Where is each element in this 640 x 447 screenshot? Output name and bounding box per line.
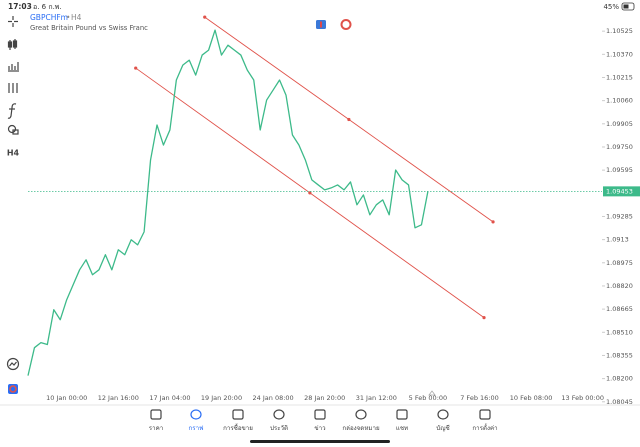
y-tick-label: 1.10525	[606, 27, 633, 35]
function-tool[interactable]	[7, 103, 17, 119]
y-tick-label: 1.08045	[606, 398, 633, 406]
y-tick-label: 1.10215	[606, 73, 633, 81]
nav-item[interactable]: บัญชี	[436, 409, 450, 432]
nav-icon	[190, 409, 202, 420]
bottom-left-tools	[6, 357, 20, 394]
y-tick-label: 1.08820	[606, 282, 633, 290]
battery-level	[623, 4, 629, 9]
y-tick-label: 1.10060	[606, 97, 633, 105]
chart-type-tool[interactable]	[7, 39, 18, 50]
trendline-anchor	[491, 220, 495, 224]
x-tick-label: 31 Jan 12:00	[356, 394, 397, 402]
y-tick-label: 1.08200	[606, 375, 633, 383]
nav-label: ประวัติ	[270, 425, 288, 432]
y-tick-label: 1.09750	[606, 143, 633, 151]
x-tick-label: 17 Jan 04:00	[149, 394, 190, 402]
x-tick-label: 10 Feb 08:00	[510, 394, 553, 402]
y-tick-label: 1.09285	[606, 212, 633, 220]
nav-item[interactable]: แชท	[396, 409, 408, 432]
battery-icon	[621, 2, 635, 11]
toolbar	[7, 16, 19, 135]
trade-button[interactable]	[340, 19, 352, 30]
settings-tool[interactable]	[8, 83, 18, 93]
nav-icon	[273, 409, 285, 420]
trendline-midpoint	[308, 191, 312, 195]
status-time: 17:03	[8, 2, 32, 11]
nav-item[interactable]: ราคา	[149, 409, 163, 432]
separator: •	[66, 13, 70, 22]
nav-label: การตั้งค่า	[472, 423, 497, 432]
nav-label: บัญชี	[436, 424, 449, 432]
x-tick-label: 13 Feb 00:00	[561, 394, 604, 402]
nav-label: กราฟ	[189, 425, 204, 432]
y-tick-label: 1.08975	[606, 259, 633, 267]
nav-label: การซื้อขาย	[223, 423, 253, 432]
nav-item[interactable]: ประวัติ	[270, 409, 288, 432]
crosshair-tool[interactable]	[8, 16, 18, 27]
x-tick-label: 5 Feb 00:00	[409, 394, 448, 402]
status-battery: 45%	[603, 3, 619, 11]
analytics-tool[interactable]	[6, 357, 20, 371]
nav-item[interactable]: กล่องจดหมาย	[342, 409, 380, 432]
status-date: อ. 6 ก.พ.	[33, 3, 62, 11]
nav-icon	[355, 409, 367, 420]
nav-label: กล่องจดหมาย	[342, 425, 380, 432]
nav-icon	[396, 409, 408, 420]
y-tick-label: 1.09905	[606, 120, 633, 128]
y-tick-label: 1.08665	[606, 305, 633, 313]
nav-item[interactable]: การตั้งค่า	[472, 409, 498, 432]
y-tick-label: 1.0913	[606, 236, 629, 244]
price-line	[27, 29, 429, 376]
trendline-midpoint	[347, 117, 351, 122]
nav-icon	[314, 409, 326, 420]
symbol: GBPCHFm	[30, 13, 68, 22]
timeframe-button[interactable]: H4	[7, 149, 20, 158]
indicators-tool[interactable]	[8, 62, 19, 72]
x-tick-label: 10 Jan 00:00	[46, 394, 87, 402]
y-tick-label: 1.09595	[606, 166, 633, 174]
x-tick-label: 7 Feb 16:00	[460, 394, 499, 402]
objects-tool[interactable]	[7, 124, 19, 135]
y-tick-label: 1.08355	[606, 351, 633, 359]
current-price-label: 1.09453	[606, 187, 633, 195]
nav-label: แชท	[396, 425, 408, 432]
nav-icon	[232, 409, 244, 420]
nav-label: ข่าว	[314, 425, 325, 432]
period: H4	[71, 13, 82, 22]
symbol-description: Great Britain Pound vs Swiss Franc	[30, 24, 148, 32]
one-click-mark	[320, 21, 322, 28]
x-tick-label: 12 Jan 16:00	[98, 394, 139, 402]
nav-item[interactable]: กราฟ	[189, 409, 204, 432]
current-price-box	[603, 186, 640, 197]
x-tick-label: 28 Jan 20:00	[304, 394, 345, 402]
nav-label: ราคา	[149, 425, 163, 432]
y-tick-label: 1.08510	[606, 328, 633, 336]
nav-icon	[150, 409, 162, 420]
y-tick-label: 1.10370	[606, 50, 633, 58]
home-indicator	[250, 440, 390, 443]
trendline-anchor	[134, 66, 138, 70]
trendline-anchor	[203, 15, 207, 19]
trendline-anchor	[482, 316, 486, 320]
nav-icon	[479, 409, 491, 420]
broker-tool[interactable]	[8, 384, 18, 394]
scroll-marker[interactable]	[428, 390, 436, 396]
x-tick-label: 24 Jan 08:00	[253, 394, 294, 402]
nav-icon	[437, 409, 449, 420]
nav-item[interactable]: ข่าว	[314, 409, 326, 432]
x-tick-label: 19 Jan 20:00	[201, 394, 242, 402]
nav-item[interactable]: การซื้อขาย	[223, 409, 253, 432]
